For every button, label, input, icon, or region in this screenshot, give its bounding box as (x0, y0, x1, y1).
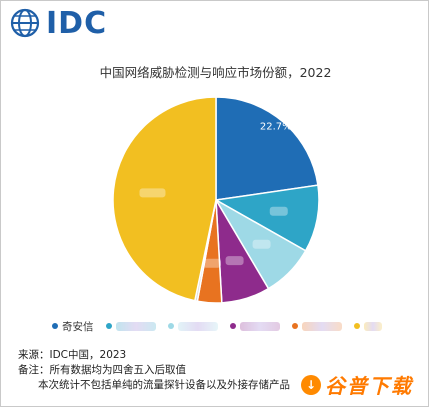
chart-legend: 奇安信 (52, 318, 412, 334)
redacted-slice-label (202, 258, 221, 268)
legend-item (167, 321, 218, 331)
watermark-icon: ↓ (301, 374, 321, 395)
redacted-legend-label (239, 321, 280, 331)
watermark-text: 谷普下载 (325, 374, 413, 398)
legend-item (105, 321, 156, 331)
legend-item (353, 321, 382, 331)
chart-title: 中国网络威胁检测与响应市场份额，2022 (99, 65, 332, 80)
legend-label: 奇安信 (62, 320, 94, 333)
legend-swatch (229, 323, 236, 329)
redacted-legend-label (177, 321, 218, 331)
footer-notes: 来源：IDC中国，2023 备注：所有数据均为四舍五入后取值 本次统计不包括单纯… (18, 348, 290, 393)
source-note: 来源：IDC中国，2023 (18, 349, 127, 361)
pie-slice (215, 96, 319, 201)
redacted-legend-label (363, 321, 382, 331)
legend-swatch (353, 323, 360, 329)
redacted-slice-label (139, 188, 166, 198)
remark-note-2: 本次统计不包括单纯的流量探针设备以及外接存储产品 (38, 379, 290, 391)
slice-data-label: 22.7% (260, 122, 292, 133)
legend-swatch (291, 323, 298, 329)
legend-item (229, 321, 280, 331)
pie-slice (213, 184, 320, 252)
redacted-legend-label (301, 321, 342, 331)
legend-swatch (105, 323, 112, 329)
redacted-legend-label (115, 321, 156, 331)
redacted-slice-label (269, 206, 288, 216)
globe-icon (10, 8, 40, 38)
idc-logo: IDC (10, 5, 108, 41)
legend-item: 奇安信 (52, 319, 94, 334)
redacted-slice-label (252, 239, 271, 249)
redacted-slice-label (225, 256, 244, 266)
legend-swatch (167, 323, 174, 329)
logo-text: IDC (46, 5, 108, 41)
remark-note: 备注：所有数据均为四舍五入后取值 (18, 364, 186, 376)
pie-slice (112, 96, 217, 302)
pie-chart: 22.7% (112, 96, 320, 304)
legend-swatch (52, 323, 58, 329)
legend-item (291, 321, 342, 331)
watermark: ↓ 谷普下载 (301, 370, 413, 399)
